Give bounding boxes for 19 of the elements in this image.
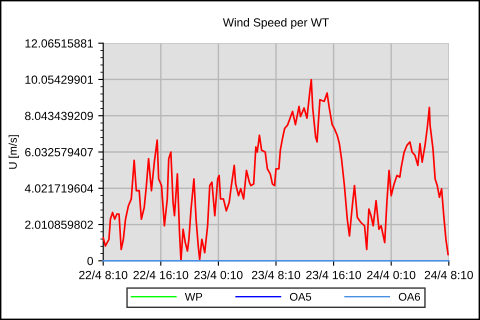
x-tick-label: 23/4 8:10 <box>252 270 300 280</box>
x-tick-label: 24/4 0:10 <box>367 270 416 280</box>
y-tick-label: 0 <box>87 256 94 266</box>
chart-title: Wind Speed per WT <box>222 18 329 29</box>
x-tick-label: 22/4 8:10 <box>79 270 128 280</box>
y-axis-title: U [m/s] <box>8 135 19 169</box>
legend-label: OA6 <box>398 292 420 301</box>
y-tick-label: 4.021719604 <box>24 184 94 193</box>
x-tick-label: 23/4 16:10 <box>306 270 362 280</box>
x-tick-label: 22/4 16:10 <box>133 270 188 280</box>
y-tick-label: 8.043439209 <box>25 112 93 120</box>
x-tick-label: 24/4 8:10 <box>424 270 473 280</box>
y-tick-label: 10.05429901 <box>25 76 93 84</box>
y-tick-label: 2.010859802 <box>25 220 93 229</box>
legend-label: OA5 <box>290 292 312 301</box>
legend-label: WP <box>184 292 202 301</box>
y-tick-label: 12.06515881 <box>25 39 93 48</box>
x-tick-label: 23/4 0:10 <box>194 270 243 280</box>
y-tick-label: 6.032579407 <box>25 148 93 156</box>
